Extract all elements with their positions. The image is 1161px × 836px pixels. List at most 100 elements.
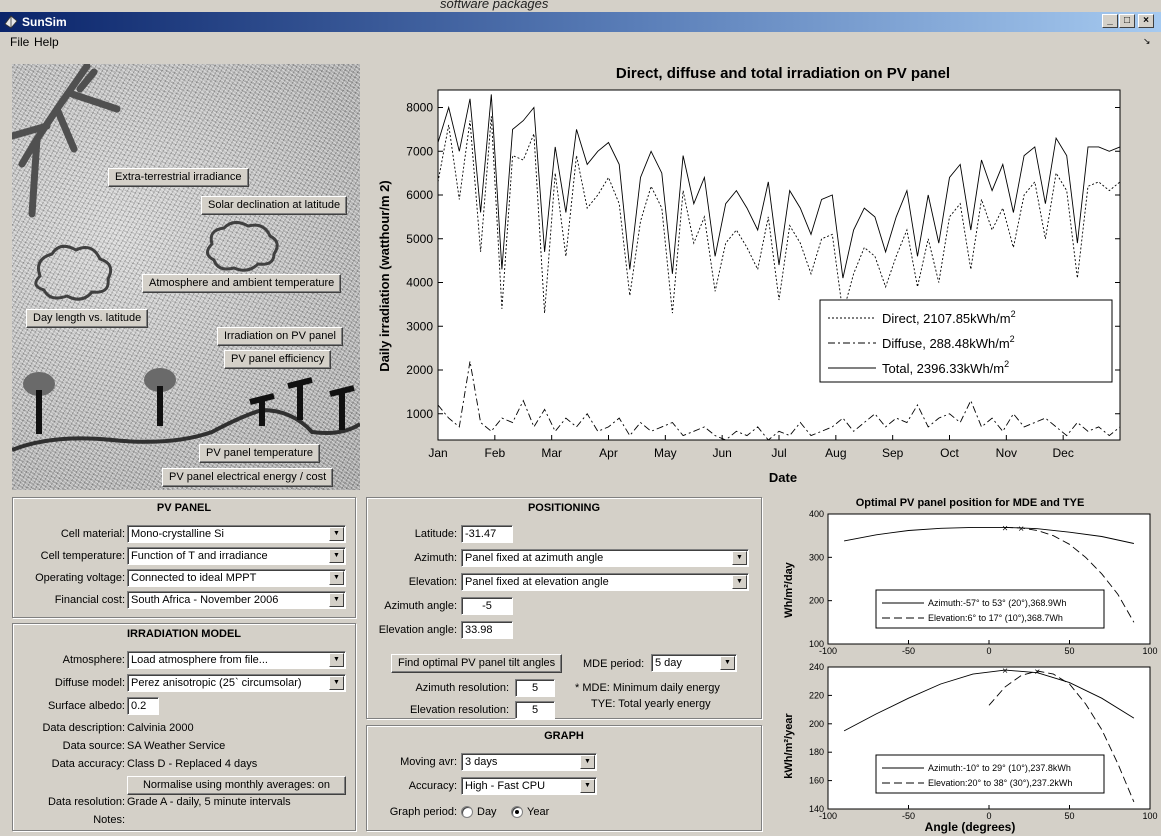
dropdown-arrow-icon[interactable]: ▼: [732, 575, 747, 589]
series-line-solid: [437, 94, 1121, 279]
elevation-resolution-input[interactable]: 5: [515, 701, 555, 719]
dropdown-arrow-icon[interactable]: ▼: [329, 527, 344, 541]
x-tick-label: Apr: [599, 446, 618, 460]
find-optimal-tilt-button[interactable]: Find optimal PV panel tilt angles: [391, 654, 563, 673]
dropdown-arrow-icon[interactable]: ▼: [329, 571, 344, 585]
day-length-button[interactable]: Day length vs. latitude: [26, 309, 149, 328]
pv-panel-efficiency-button[interactable]: PV panel efficiency: [224, 350, 332, 369]
dropdown-arrow-icon[interactable]: ▼: [329, 549, 344, 563]
tree-icon: [23, 368, 176, 434]
series-line-dashdot: [437, 361, 1121, 441]
sunsim-scene-panel: Extra-terrestrial irradiance Solar decli…: [12, 64, 360, 490]
dropdown-arrow-icon[interactable]: ▼: [329, 593, 344, 607]
cell-temperature-value: Function of T and irradiance: [131, 550, 268, 562]
mde-period-label: MDE period:: [583, 658, 645, 670]
close-button[interactable]: ×: [1138, 14, 1154, 28]
solar-declination-button[interactable]: Solar declination at latitude: [201, 196, 348, 215]
elevation-resolution-label: Elevation resolution:: [409, 704, 509, 716]
y-tick-label: 220: [809, 690, 824, 700]
extra-terrestrial-irradiance-button[interactable]: Extra-terrestrial irradiance: [108, 168, 249, 187]
x-tick-label: -100: [819, 646, 837, 656]
mde-note: * MDE: Minimum daily energy: [575, 682, 720, 694]
graph-period-label: Graph period:: [389, 806, 457, 818]
diffuse-model-label: Diffuse model:: [54, 677, 125, 689]
cell-material-select[interactable]: Mono-crystalline Si ▼: [127, 525, 346, 543]
menu-arrow-icon[interactable]: ↘: [1143, 36, 1151, 46]
x-tick-label: Jun: [712, 446, 731, 460]
dropdown-arrow-icon[interactable]: ▼: [580, 755, 595, 769]
cell-temperature-select[interactable]: Function of T and irradiance ▼: [127, 547, 346, 565]
optimum-marker: ×: [1034, 667, 1040, 678]
data-source-label: Data source:: [62, 740, 125, 752]
pv-panel-temperature-button[interactable]: PV panel temperature: [199, 444, 321, 463]
elevation-angle-input[interactable]: 33.98: [461, 621, 513, 639]
data-resolution-label: Data resolution:: [47, 796, 125, 808]
y-tick-label: 4000: [406, 276, 433, 290]
optimal-legend: [875, 589, 1105, 629]
mde-period-value: 5 day: [655, 657, 682, 669]
azimuth-angle-input[interactable]: -5: [461, 597, 513, 615]
dropdown-arrow-icon[interactable]: ▼: [329, 676, 344, 690]
x-tick-label: Nov: [996, 446, 1017, 460]
minimize-button[interactable]: _: [1102, 14, 1118, 28]
cell-temperature-label: Cell temperature:: [40, 550, 125, 562]
azimuth-resolution-input[interactable]: 5: [515, 679, 555, 697]
cloud-icon: [34, 221, 279, 301]
dropdown-arrow-icon[interactable]: ▼: [329, 653, 344, 667]
y-tick-label: 200: [809, 596, 824, 606]
data-description-label: Data description:: [42, 722, 125, 734]
moving-average-value: 3 days: [465, 756, 498, 768]
graph-period-day-label: Day: [477, 806, 497, 818]
x-tick-label: 50: [1064, 646, 1074, 656]
elevation-label: Elevation:: [408, 576, 457, 588]
financial-cost-select[interactable]: South Africa - November 2006 ▼: [127, 591, 346, 609]
y-tick-label: 3000: [406, 319, 433, 333]
accuracy-select[interactable]: High - Fast CPU ▼: [461, 777, 597, 795]
irradiation-chart: Direct, diffuse and total irradiation on…: [377, 65, 1121, 485]
document-caption: software packages: [440, 0, 549, 11]
graph-period-year-radio[interactable]: [511, 806, 523, 818]
atmosphere-temperature-button[interactable]: Atmosphere and ambient temperature: [142, 274, 342, 293]
irradiation-on-pv-panel-button[interactable]: Irradiation on PV panel: [217, 327, 343, 346]
dropdown-arrow-icon[interactable]: ▼: [732, 551, 747, 565]
mde-y-label: Wh/m²/day: [783, 561, 795, 617]
graph-period-year-label: Year: [527, 806, 550, 818]
sunsim-app-icon: [4, 15, 18, 29]
accuracy-value: High - Fast CPU: [465, 780, 546, 792]
menu-help[interactable]: Help: [34, 35, 59, 49]
y-tick-label: 5000: [406, 232, 433, 246]
x-tick-label: Oct: [940, 446, 959, 460]
moving-average-select[interactable]: 3 days ▼: [461, 753, 597, 771]
pv-panel-group: PV PANEL Cell material: Mono-crystalline…: [12, 497, 356, 618]
x-tick-label: 100: [1142, 811, 1157, 821]
x-tick-label: Dec: [1052, 446, 1073, 460]
dropdown-arrow-icon[interactable]: ▼: [580, 779, 595, 793]
tye-note: TYE: Total yearly energy: [591, 698, 711, 710]
surface-albedo-input[interactable]: 0.2: [127, 697, 159, 715]
latitude-input[interactable]: -31.47: [461, 525, 513, 543]
normalise-monthly-averages-button[interactable]: Normalise using monthly averages: on: [127, 776, 346, 795]
data-description-value: Calvinia 2000: [127, 722, 194, 734]
mde-period-select[interactable]: 5 day ▼: [651, 654, 737, 672]
optimal-chart-title: Optimal PV panel position for MDE and TY…: [856, 497, 1085, 509]
chart-x-label: Date: [769, 470, 797, 485]
y-tick-label: 300: [809, 552, 824, 562]
azimuth-select[interactable]: Panel fixed at azimuth angle ▼: [461, 549, 749, 567]
elevation-series-line: [988, 670, 1135, 803]
atmosphere-select[interactable]: Load atmosphere from file... ▼: [127, 651, 346, 669]
elevation-select[interactable]: Panel fixed at elevation angle ▼: [461, 573, 749, 591]
maximize-button[interactable]: □: [1119, 14, 1135, 28]
menu-file[interactable]: File: [10, 35, 30, 49]
dropdown-arrow-icon[interactable]: ▼: [720, 656, 735, 670]
graph-group: GRAPH Moving avr: 3 days ▼ Accuracy: Hig…: [366, 725, 762, 831]
x-tick-label: Jan: [428, 446, 447, 460]
chart-title: Direct, diffuse and total irradiation on…: [616, 65, 950, 82]
data-resolution-value: Grade A - daily, 5 minute intervals: [127, 796, 291, 808]
data-source-value: SA Weather Service: [127, 740, 226, 752]
atmosphere-label: Atmosphere:: [62, 654, 125, 666]
operating-voltage-select[interactable]: Connected to ideal MPPT ▼: [127, 569, 346, 587]
diffuse-model-select[interactable]: Perez anisotropic (25` circumsolar) ▼: [127, 674, 346, 692]
y-tick-label: 180: [809, 747, 824, 757]
pv-electrical-energy-cost-button[interactable]: PV panel electrical energy / cost: [162, 468, 334, 487]
graph-period-day-radio[interactable]: [461, 806, 473, 818]
